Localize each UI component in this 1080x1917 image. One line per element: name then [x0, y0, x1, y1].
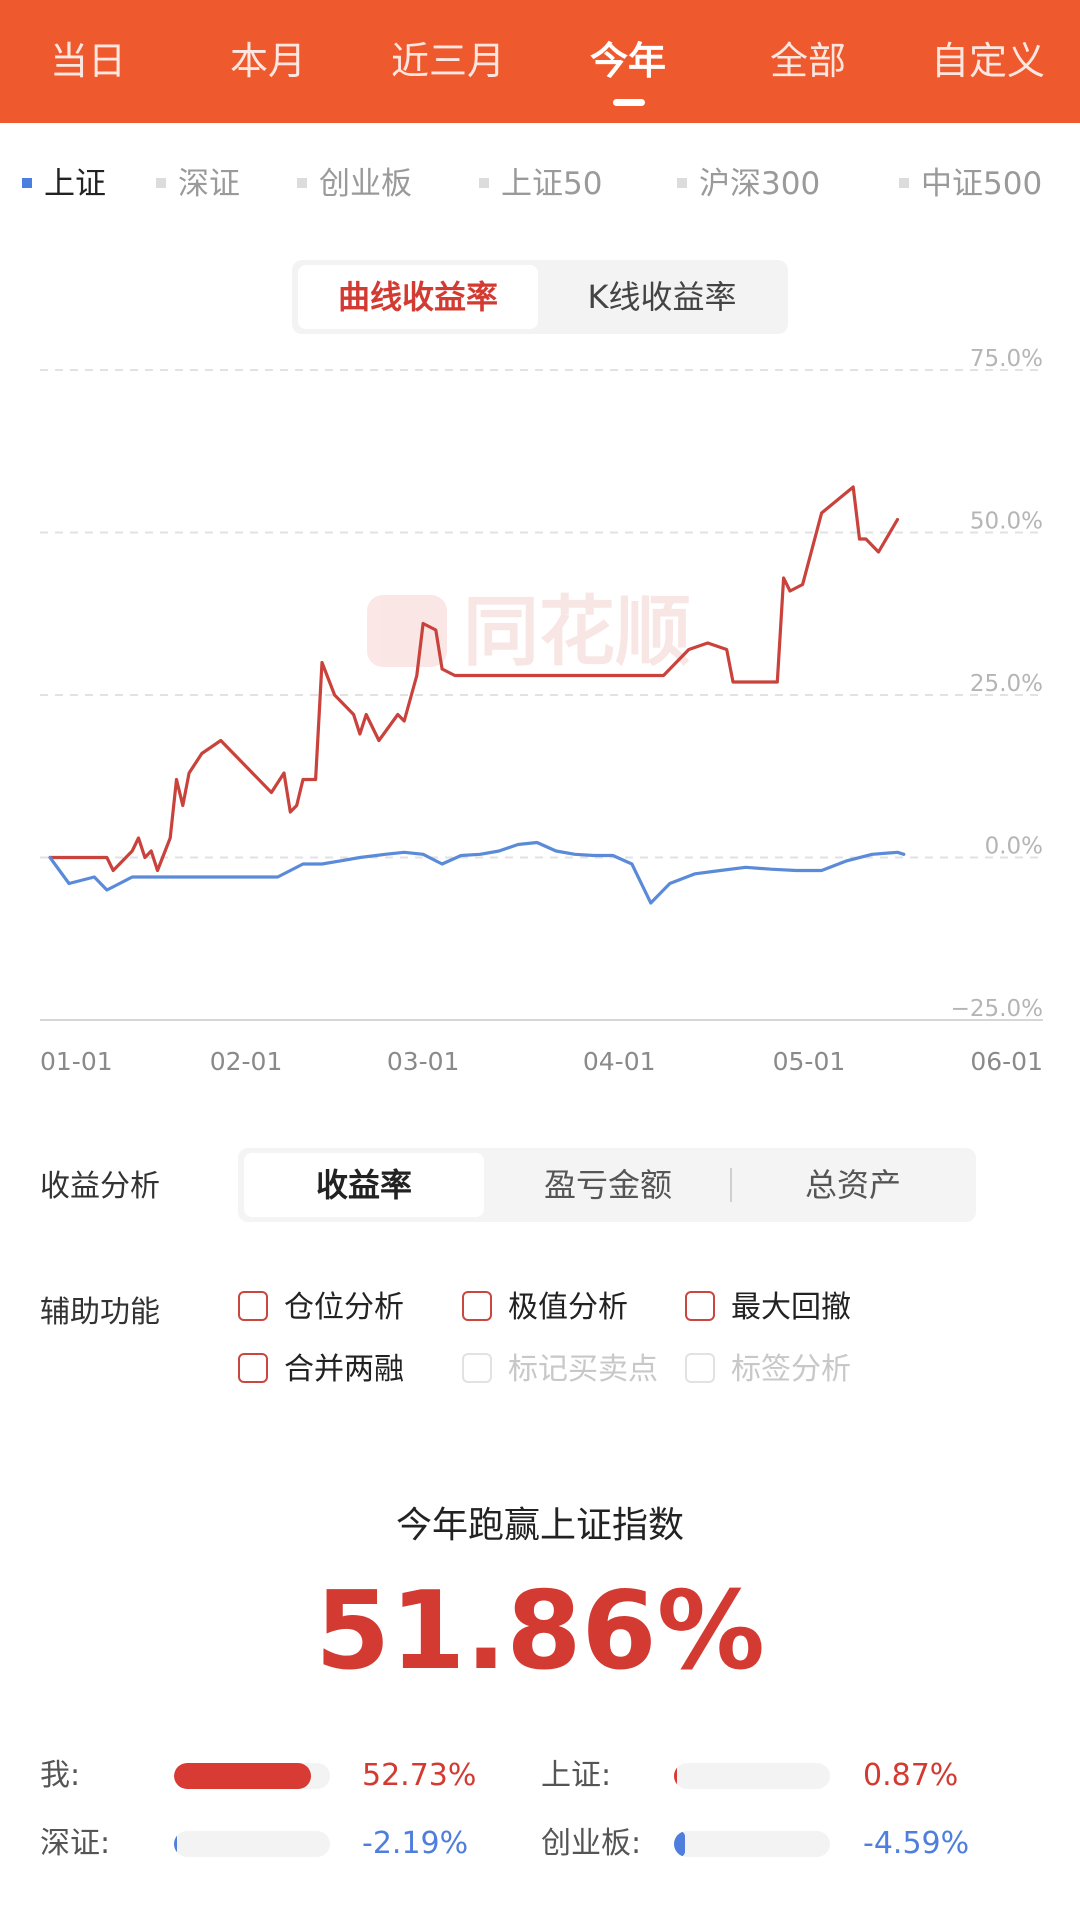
sse-return-label: 上证: — [541, 1758, 612, 1793]
index-tab-label: 中证500 — [921, 166, 1043, 202]
divider — [730, 1168, 732, 1202]
tab-this-month[interactable]: 本月 — [229, 39, 307, 83]
analysis-tabs: 收益率 盈亏金额 总资产 — [238, 1148, 976, 1222]
index-tab-label: 沪深300 — [699, 166, 821, 202]
period-tab-bar: 当日 本月 近三月 今年 全部 自定义 — [0, 0, 1080, 123]
x-tick-label: 06-01 — [970, 1047, 1043, 1076]
position-analysis-checkbox[interactable]: 仓位分析 — [238, 1288, 404, 1328]
index-tab-label: 上证 — [44, 166, 106, 202]
checkbox-icon — [462, 1290, 492, 1321]
szse-return-bar — [174, 1831, 330, 1857]
index-tab-sse50[interactable]: 上证50 — [479, 164, 602, 204]
legend-swatch — [22, 177, 32, 188]
checkbox-label: 仓位分析 — [284, 1290, 404, 1325]
extreme-analysis-checkbox[interactable]: 极值分析 — [462, 1288, 628, 1328]
analysis-label: 收益分析 — [40, 1169, 160, 1204]
y-tick-label: −25.0% — [951, 996, 1043, 1022]
x-tick-label: 02-01 — [210, 1047, 283, 1076]
bar-fill — [174, 1763, 312, 1789]
max-drawdown-checkbox[interactable]: 最大回撤 — [685, 1288, 851, 1328]
index-line-shanghai — [48, 840, 906, 905]
watermark-logo-icon — [367, 595, 447, 667]
chinext-return-value: -4.59% — [863, 1826, 970, 1861]
index-tab-label: 创业板 — [319, 166, 412, 202]
x-tick-label: 01-01 — [40, 1047, 113, 1076]
legend-swatch — [297, 177, 307, 188]
chinext-return-bar — [674, 1831, 830, 1857]
index-tab-shenzhen[interactable]: 深证 — [156, 164, 240, 204]
aux-label: 辅助功能 — [40, 1295, 160, 1330]
x-tick-label: 03-01 — [387, 1047, 460, 1076]
tab-profit-loss[interactable]: 盈亏金额 — [543, 1166, 672, 1204]
bar-fill — [674, 1831, 685, 1857]
tag-analysis-checkbox: 标签分析 — [685, 1350, 851, 1390]
bar-fill — [674, 1763, 677, 1789]
checkbox-icon — [685, 1290, 715, 1321]
active-tab-indicator — [613, 99, 645, 106]
my-return-line — [48, 485, 900, 873]
summary-title: 今年跑赢上证指数 — [395, 1505, 684, 1546]
tab-today[interactable]: 当日 — [49, 39, 127, 83]
watermark-text: 同花顺 — [463, 587, 691, 676]
my-return-value: 52.73% — [362, 1758, 477, 1793]
curve-return-button[interactable]: 曲线收益率 — [298, 265, 538, 329]
checkbox-label: 标记买卖点 — [508, 1352, 658, 1387]
checkbox-icon — [238, 1352, 268, 1383]
index-tab-label: 深证 — [178, 166, 240, 202]
kline-return-button[interactable]: K线收益率 — [587, 278, 737, 316]
index-tab-csi500[interactable]: 中证500 — [899, 164, 1042, 204]
szse-return-label: 深证: — [40, 1826, 111, 1861]
chinext-return-label: 创业板: — [541, 1826, 642, 1861]
sse-return-value: 0.87% — [863, 1758, 959, 1793]
checkbox-label: 合并两融 — [284, 1352, 404, 1387]
outperformance-value: 51.86% — [315, 1569, 765, 1694]
watermark: 同花顺 — [367, 587, 691, 676]
y-tick-label: 50.0% — [970, 509, 1043, 535]
merge-margin-checkbox[interactable]: 合并两融 — [238, 1350, 404, 1390]
return-line-chart[interactable]: 同花顺 75.0% 50.0% 25.0% 0.0% −25.0% 01-01 02-01… — [0, 330, 1080, 1090]
tab-all[interactable]: 全部 — [769, 39, 847, 83]
my-return-label: 我: — [40, 1758, 81, 1793]
bar-fill — [174, 1831, 177, 1857]
tab-custom[interactable]: 自定义 — [930, 39, 1046, 83]
legend-swatch — [899, 177, 909, 188]
y-tick-label: 0.0% — [985, 834, 1043, 860]
legend-swatch — [156, 177, 166, 188]
szse-return-value: -2.19% — [362, 1826, 469, 1861]
y-tick-label: 25.0% — [970, 671, 1043, 697]
tab-this-year[interactable]: 今年 — [589, 39, 667, 83]
y-tick-label: 75.0% — [970, 346, 1043, 372]
tab-return-rate[interactable]: 收益率 — [244, 1153, 484, 1217]
index-tab-label: 上证50 — [501, 166, 603, 202]
checkbox-label: 标签分析 — [731, 1352, 851, 1387]
checkbox-icon — [685, 1352, 715, 1383]
checkbox-label: 最大回撤 — [731, 1290, 851, 1325]
mark-trades-checkbox: 标记买卖点 — [462, 1350, 658, 1390]
x-tick-label: 05-01 — [773, 1047, 846, 1076]
index-tab-csi300[interactable]: 沪深300 — [677, 164, 820, 204]
tab-three-months[interactable]: 近三月 — [390, 39, 506, 83]
x-tick-label: 04-01 — [583, 1047, 656, 1076]
sse-return-bar — [674, 1763, 830, 1789]
index-tab-shanghai[interactable]: 上证 — [22, 164, 106, 204]
legend-swatch — [479, 177, 489, 188]
checkbox-icon — [238, 1290, 268, 1321]
tab-total-assets[interactable]: 总资产 — [804, 1166, 901, 1204]
checkbox-label: 极值分析 — [508, 1290, 628, 1325]
legend-swatch — [677, 177, 687, 188]
checkbox-icon — [462, 1352, 492, 1383]
index-tab-chinext[interactable]: 创业板 — [297, 164, 412, 204]
chart-type-toggle: 曲线收益率 K线收益率 — [292, 260, 788, 334]
my-return-bar — [174, 1763, 330, 1789]
